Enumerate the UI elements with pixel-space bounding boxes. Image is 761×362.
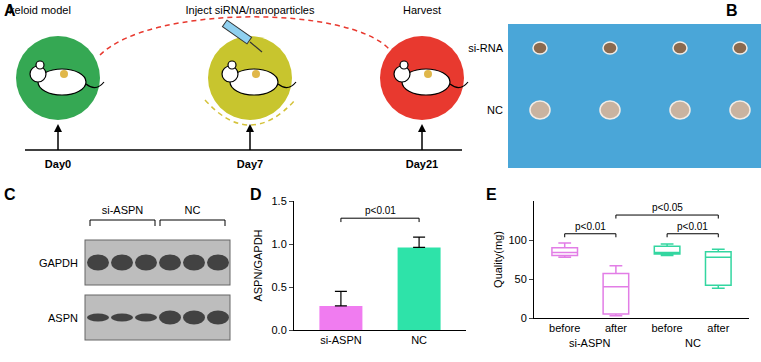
svg-text:B: B bbox=[726, 2, 738, 19]
svg-text:D: D bbox=[250, 186, 262, 203]
svg-text:NC: NC bbox=[411, 334, 427, 346]
svg-text:after: after bbox=[605, 322, 627, 334]
svg-text:C: C bbox=[4, 186, 16, 203]
svg-text:p<0.05: p<0.05 bbox=[652, 202, 683, 213]
svg-text:50: 50 bbox=[515, 273, 527, 285]
svg-text:Day0: Day0 bbox=[45, 158, 71, 170]
svg-text:E: E bbox=[486, 186, 497, 203]
svg-text:si-ASPN: si-ASPN bbox=[102, 204, 144, 216]
svg-text:Day21: Day21 bbox=[406, 158, 438, 170]
svg-text:ASPN: ASPN bbox=[48, 312, 78, 324]
svg-text:keloid model: keloid model bbox=[9, 4, 71, 16]
svg-text:GAPDH: GAPDH bbox=[39, 257, 78, 269]
svg-text:after: after bbox=[707, 322, 729, 334]
svg-text:1.0: 1.0 bbox=[272, 238, 287, 250]
svg-text:NC: NC bbox=[185, 204, 201, 216]
svg-text:ASPN/GAPDH: ASPN/GAPDH bbox=[252, 229, 264, 301]
svg-text:before: before bbox=[651, 322, 682, 334]
svg-text:1.5: 1.5 bbox=[272, 195, 287, 207]
svg-text:NC: NC bbox=[487, 104, 503, 116]
svg-text:si-ASPN: si-ASPN bbox=[569, 337, 611, 349]
svg-text:p<0.01: p<0.01 bbox=[677, 221, 708, 232]
svg-text:p<0.01: p<0.01 bbox=[365, 205, 396, 216]
svg-text:0: 0 bbox=[521, 312, 527, 324]
svg-text:Inject siRNA/nanoparticles: Inject siRNA/nanoparticles bbox=[185, 4, 315, 16]
svg-text:0.5: 0.5 bbox=[272, 281, 287, 293]
svg-text:NC: NC bbox=[685, 337, 701, 349]
svg-text:p<0.01: p<0.01 bbox=[575, 221, 606, 232]
svg-text:100: 100 bbox=[508, 234, 526, 246]
svg-text:before: before bbox=[549, 322, 580, 334]
svg-text:Harvest: Harvest bbox=[403, 4, 441, 16]
svg-text:si-RNA: si-RNA bbox=[468, 42, 503, 54]
svg-text:si-ASPN: si-ASPN bbox=[320, 334, 362, 346]
svg-text:0.0: 0.0 bbox=[272, 324, 287, 336]
svg-text:Quality(mg): Quality(mg) bbox=[492, 231, 504, 288]
svg-text:Day7: Day7 bbox=[237, 158, 263, 170]
